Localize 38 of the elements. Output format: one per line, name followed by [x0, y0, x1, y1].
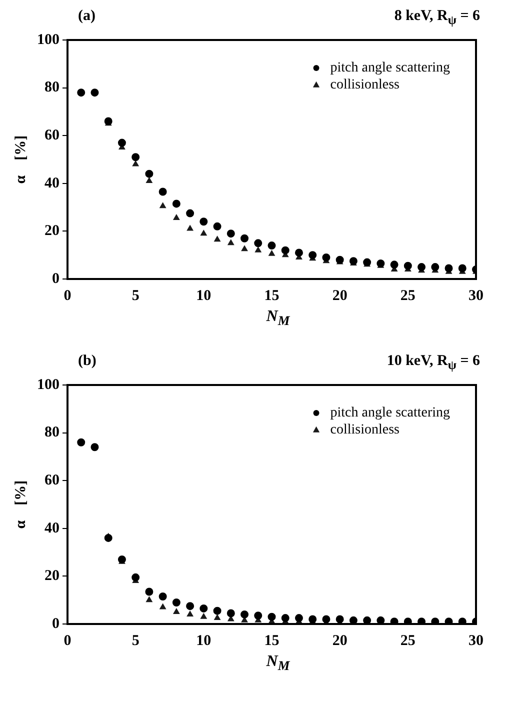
- y-tick-label: 40: [44, 175, 60, 192]
- y-tick-label: 100: [37, 377, 60, 394]
- x-tick-label: 20: [332, 288, 348, 304]
- chart-subtitle: 8 keV, R$_{ψ}$ = 6: [394, 8, 480, 28]
- legend-label: pitch angle scattering: [330, 406, 450, 421]
- chart-title: (b): [78, 353, 96, 372]
- x-axis-title: N$_{M}$: [265, 653, 291, 674]
- y-tick-label: 60: [44, 127, 60, 144]
- x-tick-label: 25: [400, 288, 416, 304]
- x-tick-label: 5: [132, 633, 140, 650]
- x-tick-label: 15: [264, 288, 280, 304]
- legend-label: pitch angle scattering: [330, 60, 450, 76]
- y-tick-label: 20: [44, 568, 60, 584]
- y-axis-title: α [%]: [12, 480, 29, 529]
- x-tick-label: 0: [64, 288, 72, 304]
- chart-title: (a): [78, 8, 96, 26]
- x-tick-label: 20: [332, 633, 348, 650]
- y-tick-label: 80: [44, 80, 60, 96]
- y-tick-label: 80: [44, 424, 60, 441]
- x-tick-label: 15: [264, 633, 280, 650]
- x-tick-label: 30: [468, 288, 484, 304]
- chart-subtitle: 10 keV, R$_{ψ}$ = 6: [386, 353, 480, 374]
- y-tick-label: 0: [52, 270, 60, 287]
- x-tick-label: 30: [468, 633, 484, 650]
- y-axis-title: α [%]: [12, 135, 29, 184]
- y-tick-label: 0: [52, 616, 60, 632]
- y-tick-label: 60: [44, 472, 60, 489]
- y-tick-label: 100: [37, 32, 60, 48]
- x-tick-label: 10: [196, 633, 212, 650]
- legend-label: collisionless: [330, 422, 400, 438]
- legend-label: collisionless: [330, 78, 400, 93]
- y-tick-label: 20: [44, 223, 60, 240]
- x-tick-label: 10: [196, 288, 212, 304]
- x-tick-label: 25: [400, 633, 416, 650]
- x-tick-label: 0: [64, 633, 72, 650]
- x-axis-title: N$_{M}$: [265, 308, 291, 330]
- x-tick-label: 5: [132, 288, 140, 304]
- y-tick-label: 40: [44, 520, 60, 536]
